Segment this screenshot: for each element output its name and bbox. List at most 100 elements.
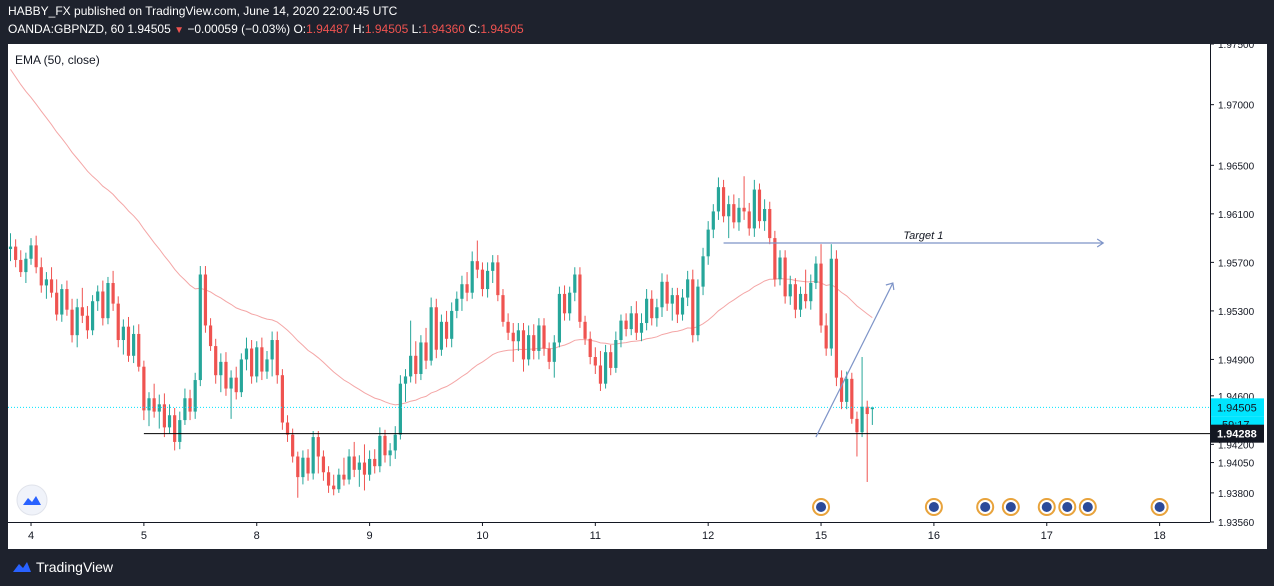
candle[interactable]	[450, 302, 454, 348]
economic-event-icon[interactable]	[924, 498, 943, 516]
candle[interactable]	[306, 449, 310, 481]
candle[interactable]	[162, 393, 166, 438]
candle[interactable]	[434, 298, 438, 359]
candle[interactable]	[198, 266, 202, 387]
candle[interactable]	[501, 289, 505, 327]
candle[interactable]	[383, 429, 387, 463]
candle[interactable]	[845, 371, 849, 410]
candlestick-chart[interactable]: Target 1 EMA (50, close) 1.97500 1.97000 1…	[8, 44, 1267, 549]
candle[interactable]	[532, 324, 536, 360]
candle[interactable]	[101, 280, 105, 326]
candle[interactable]	[650, 290, 654, 326]
candle[interactable]	[296, 451, 300, 498]
candle[interactable]	[368, 450, 372, 481]
indicator-label[interactable]: EMA (50, close)	[15, 53, 100, 67]
candle[interactable]	[660, 273, 664, 317]
economic-event-icon[interactable]	[812, 498, 831, 516]
candle[interactable]	[152, 383, 156, 418]
candle[interactable]	[763, 199, 767, 231]
candle[interactable]	[593, 347, 597, 374]
candle[interactable]	[598, 350, 603, 391]
candle[interactable]	[147, 392, 151, 427]
candle[interactable]	[583, 315, 587, 345]
candle[interactable]	[285, 415, 290, 442]
candle[interactable]	[142, 360, 146, 421]
candle[interactable]	[75, 298, 79, 348]
economic-event-icon[interactable]	[1150, 498, 1169, 516]
candle[interactable]	[737, 198, 741, 231]
candle[interactable]	[167, 404, 172, 434]
candle[interactable]	[711, 204, 715, 239]
candle[interactable]	[29, 238, 33, 265]
candle[interactable]	[675, 287, 679, 324]
candle[interactable]	[793, 278, 797, 319]
candle[interactable]	[183, 388, 187, 425]
candle[interactable]	[578, 267, 582, 328]
candle[interactable]	[829, 244, 833, 356]
candle[interactable]	[260, 337, 264, 381]
candle[interactable]	[670, 287, 674, 321]
candle[interactable]	[809, 274, 813, 310]
candle[interactable]	[573, 267, 577, 302]
candle[interactable]	[398, 375, 402, 440]
candle[interactable]	[424, 327, 428, 370]
candle[interactable]	[173, 407, 177, 451]
candle[interactable]	[121, 319, 125, 355]
candle[interactable]	[701, 247, 705, 296]
candle[interactable]	[455, 291, 459, 319]
candle[interactable]	[178, 411, 182, 450]
candle[interactable]	[311, 431, 315, 480]
candle[interactable]	[629, 306, 633, 336]
candle[interactable]	[116, 296, 120, 348]
candle[interactable]	[527, 325, 531, 366]
candle[interactable]	[111, 270, 115, 311]
candle[interactable]	[537, 318, 541, 360]
candle[interactable]	[624, 313, 628, 337]
candle[interactable]	[485, 262, 490, 298]
candle[interactable]	[301, 450, 305, 485]
candle[interactable]	[742, 176, 746, 220]
candle[interactable]	[208, 318, 213, 351]
candle[interactable]	[521, 323, 526, 372]
candle[interactable]	[511, 323, 515, 362]
candle[interactable]	[547, 342, 551, 370]
candle[interactable]	[506, 313, 510, 341]
candle[interactable]	[516, 323, 520, 351]
candle[interactable]	[773, 230, 777, 287]
chart-area[interactable]: Target 1 EMA (50, close) 1.97500 1.97000 1…	[8, 44, 1267, 549]
candle[interactable]	[819, 244, 823, 333]
candle[interactable]	[19, 250, 23, 277]
candle[interactable]	[275, 331, 279, 384]
candle[interactable]	[214, 338, 218, 384]
candle[interactable]	[788, 275, 792, 305]
candle[interactable]	[778, 250, 782, 286]
candle[interactable]	[465, 272, 469, 302]
candle[interactable]	[132, 325, 136, 364]
candle[interactable]	[834, 250, 839, 387]
candle[interactable]	[732, 194, 736, 229]
candle[interactable]	[332, 474, 336, 496]
candle[interactable]	[244, 337, 249, 371]
candle[interactable]	[542, 318, 546, 356]
candle[interactable]	[85, 306, 90, 339]
candle[interactable]	[491, 255, 495, 283]
candle[interactable]	[568, 286, 572, 321]
candle[interactable]	[798, 286, 803, 317]
candle[interactable]	[126, 316, 131, 362]
candle[interactable]	[60, 284, 64, 322]
candle[interactable]	[727, 195, 731, 239]
candle[interactable]	[588, 331, 592, 365]
candle[interactable]	[768, 201, 772, 245]
symbol-name[interactable]: OANDA:GBPNZD, 60	[8, 22, 125, 36]
candle[interactable]	[691, 269, 695, 343]
candle[interactable]	[655, 298, 659, 327]
candle[interactable]	[234, 366, 238, 400]
tradingview-logo[interactable]: TradingView	[12, 559, 113, 575]
candle[interactable]	[814, 256, 818, 290]
candle[interactable]	[224, 352, 228, 396]
candle[interactable]	[783, 250, 787, 304]
candle[interactable]	[24, 252, 28, 283]
candle[interactable]	[188, 389, 192, 421]
tradingview-badge[interactable]	[16, 484, 48, 516]
candle[interactable]	[552, 335, 556, 378]
